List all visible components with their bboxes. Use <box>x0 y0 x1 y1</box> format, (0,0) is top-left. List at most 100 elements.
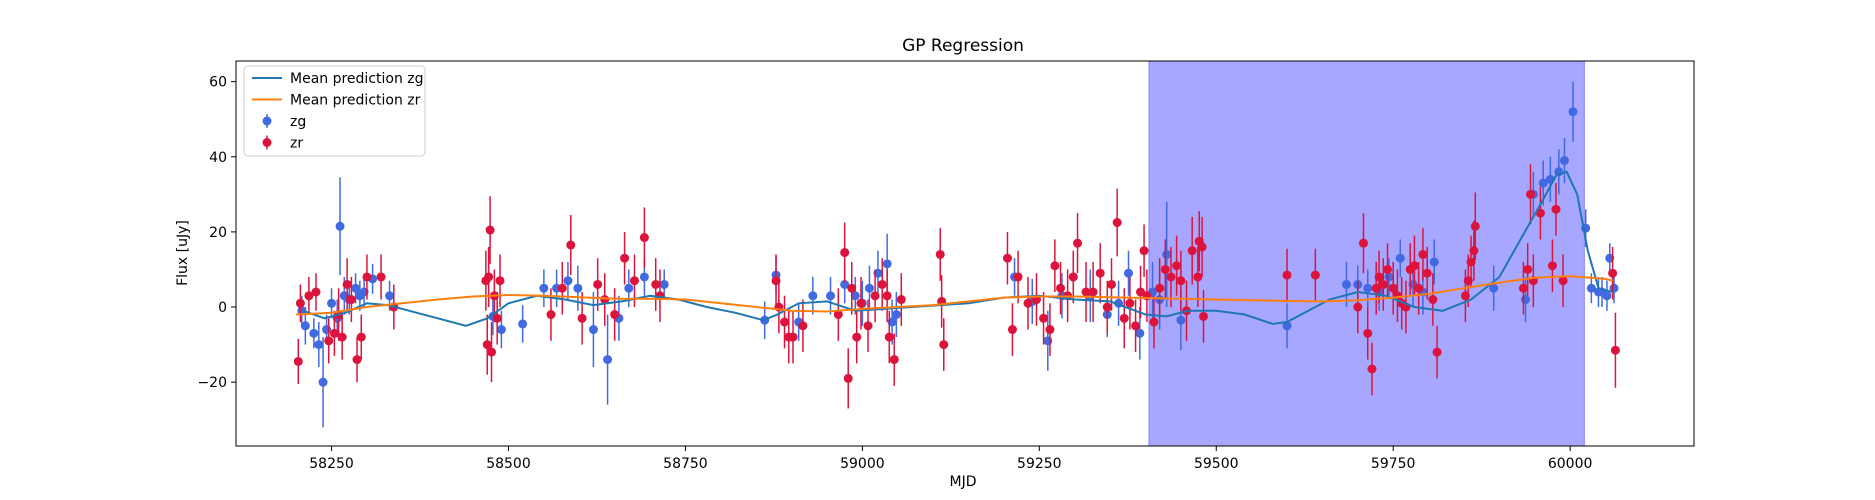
series-zr <box>293 164 1620 409</box>
point-zr <box>1119 313 1129 323</box>
x-tick-label: 59000 <box>840 456 885 472</box>
point-zr <box>1608 268 1618 278</box>
point-zr <box>1160 264 1170 274</box>
point-zr <box>629 276 639 286</box>
point-zr <box>1102 302 1112 312</box>
legend-box <box>243 65 426 157</box>
point-zr <box>1155 283 1165 293</box>
point-zg <box>300 321 310 331</box>
point-zr <box>1353 302 1363 312</box>
y-tick-label: 60 <box>209 75 227 91</box>
point-zr <box>1068 272 1078 282</box>
point-zr <box>376 272 386 282</box>
point-zr <box>1045 325 1055 335</box>
legend-swatch-marker <box>262 116 272 126</box>
point-zr <box>852 332 862 342</box>
point-zr <box>620 253 630 263</box>
point-zr <box>651 279 661 289</box>
x-tick-label: 59500 <box>1194 456 1239 472</box>
point-zr <box>1039 313 1049 323</box>
point-zr <box>1610 345 1620 355</box>
point-zg <box>603 355 613 365</box>
point-zg <box>335 221 345 231</box>
y-axis: −20 0 20 40 60 <box>197 75 236 391</box>
point-zr <box>485 225 495 235</box>
point-zg <box>1135 328 1145 338</box>
legend: Mean prediction zg Mean prediction zr zg zr <box>243 65 426 157</box>
point-zg <box>1429 257 1439 267</box>
point-zr <box>1176 276 1186 286</box>
point-zr <box>939 340 949 350</box>
point-zr <box>295 298 305 308</box>
point-zr <box>337 332 347 342</box>
line-Mean prediction zr <box>296 275 1613 316</box>
point-zg <box>327 298 337 308</box>
point-zr <box>847 283 857 293</box>
point-zr <box>840 248 850 258</box>
point-zr <box>495 276 505 286</box>
point-zr <box>884 332 894 342</box>
point-zg <box>864 283 874 293</box>
point-zr <box>863 321 873 331</box>
point-zr <box>1197 242 1207 252</box>
x-tick-label: 59750 <box>1371 456 1416 472</box>
chart-title: GP Regression <box>902 36 1024 56</box>
point-zg <box>297 306 307 316</box>
point-zg <box>314 340 324 350</box>
legend-label: Mean prediction zr <box>290 93 421 109</box>
point-zg <box>1162 249 1172 259</box>
x-tick-label: 58500 <box>486 456 531 472</box>
point-zr <box>1470 221 1480 231</box>
point-zr <box>833 310 843 320</box>
point-zr <box>1363 328 1373 338</box>
point-zg <box>826 291 836 301</box>
point-zr <box>1081 287 1091 297</box>
point-zr <box>1282 270 1292 280</box>
x-axis: 58250 58500 58750 59000 59250 59500 59750 60000 <box>309 446 1592 472</box>
point-zg <box>639 272 649 282</box>
point-zg <box>518 319 528 329</box>
point-zg <box>539 283 549 293</box>
point-zr <box>1526 189 1536 199</box>
point-zr <box>1388 283 1398 293</box>
point-zr <box>1187 246 1197 256</box>
point-zr <box>346 295 356 305</box>
point-zr <box>1107 279 1117 289</box>
point-zr <box>1131 321 1141 331</box>
legend-label: Mean prediction zg <box>290 71 424 87</box>
point-zg <box>1586 283 1596 293</box>
axes-frame <box>235 60 1695 447</box>
x-tick-label: 60000 <box>1548 456 1593 472</box>
point-zr <box>1125 298 1135 308</box>
point-zr <box>293 356 303 366</box>
point-zr <box>1166 272 1176 282</box>
point-zr <box>356 332 366 342</box>
point-zr <box>870 291 880 301</box>
point-zg <box>1176 315 1186 325</box>
point-zg <box>309 328 319 338</box>
point-zr <box>1002 253 1012 263</box>
point-zr <box>1518 283 1528 293</box>
point-zg <box>1559 156 1569 166</box>
point-zr <box>1088 287 1098 297</box>
point-zr <box>877 279 887 289</box>
point-zr <box>329 328 339 338</box>
point-zr <box>1418 249 1428 259</box>
point-zr <box>788 332 798 342</box>
point-zr <box>1469 246 1479 256</box>
point-zr <box>1050 261 1060 271</box>
point-zr <box>1149 317 1159 327</box>
point-zg <box>1568 107 1578 117</box>
point-zg <box>573 283 583 293</box>
plot-area <box>235 60 1695 447</box>
point-zr <box>1172 261 1182 271</box>
point-zg <box>1521 295 1531 305</box>
point-zr <box>780 317 790 327</box>
highlight-span <box>1148 60 1585 447</box>
point-zr <box>1112 218 1122 228</box>
point-zr <box>1558 276 1568 286</box>
point-zr <box>352 355 362 365</box>
point-zg <box>1489 283 1499 293</box>
point-zr <box>484 272 494 282</box>
legend-swatch-marker <box>262 138 272 147</box>
